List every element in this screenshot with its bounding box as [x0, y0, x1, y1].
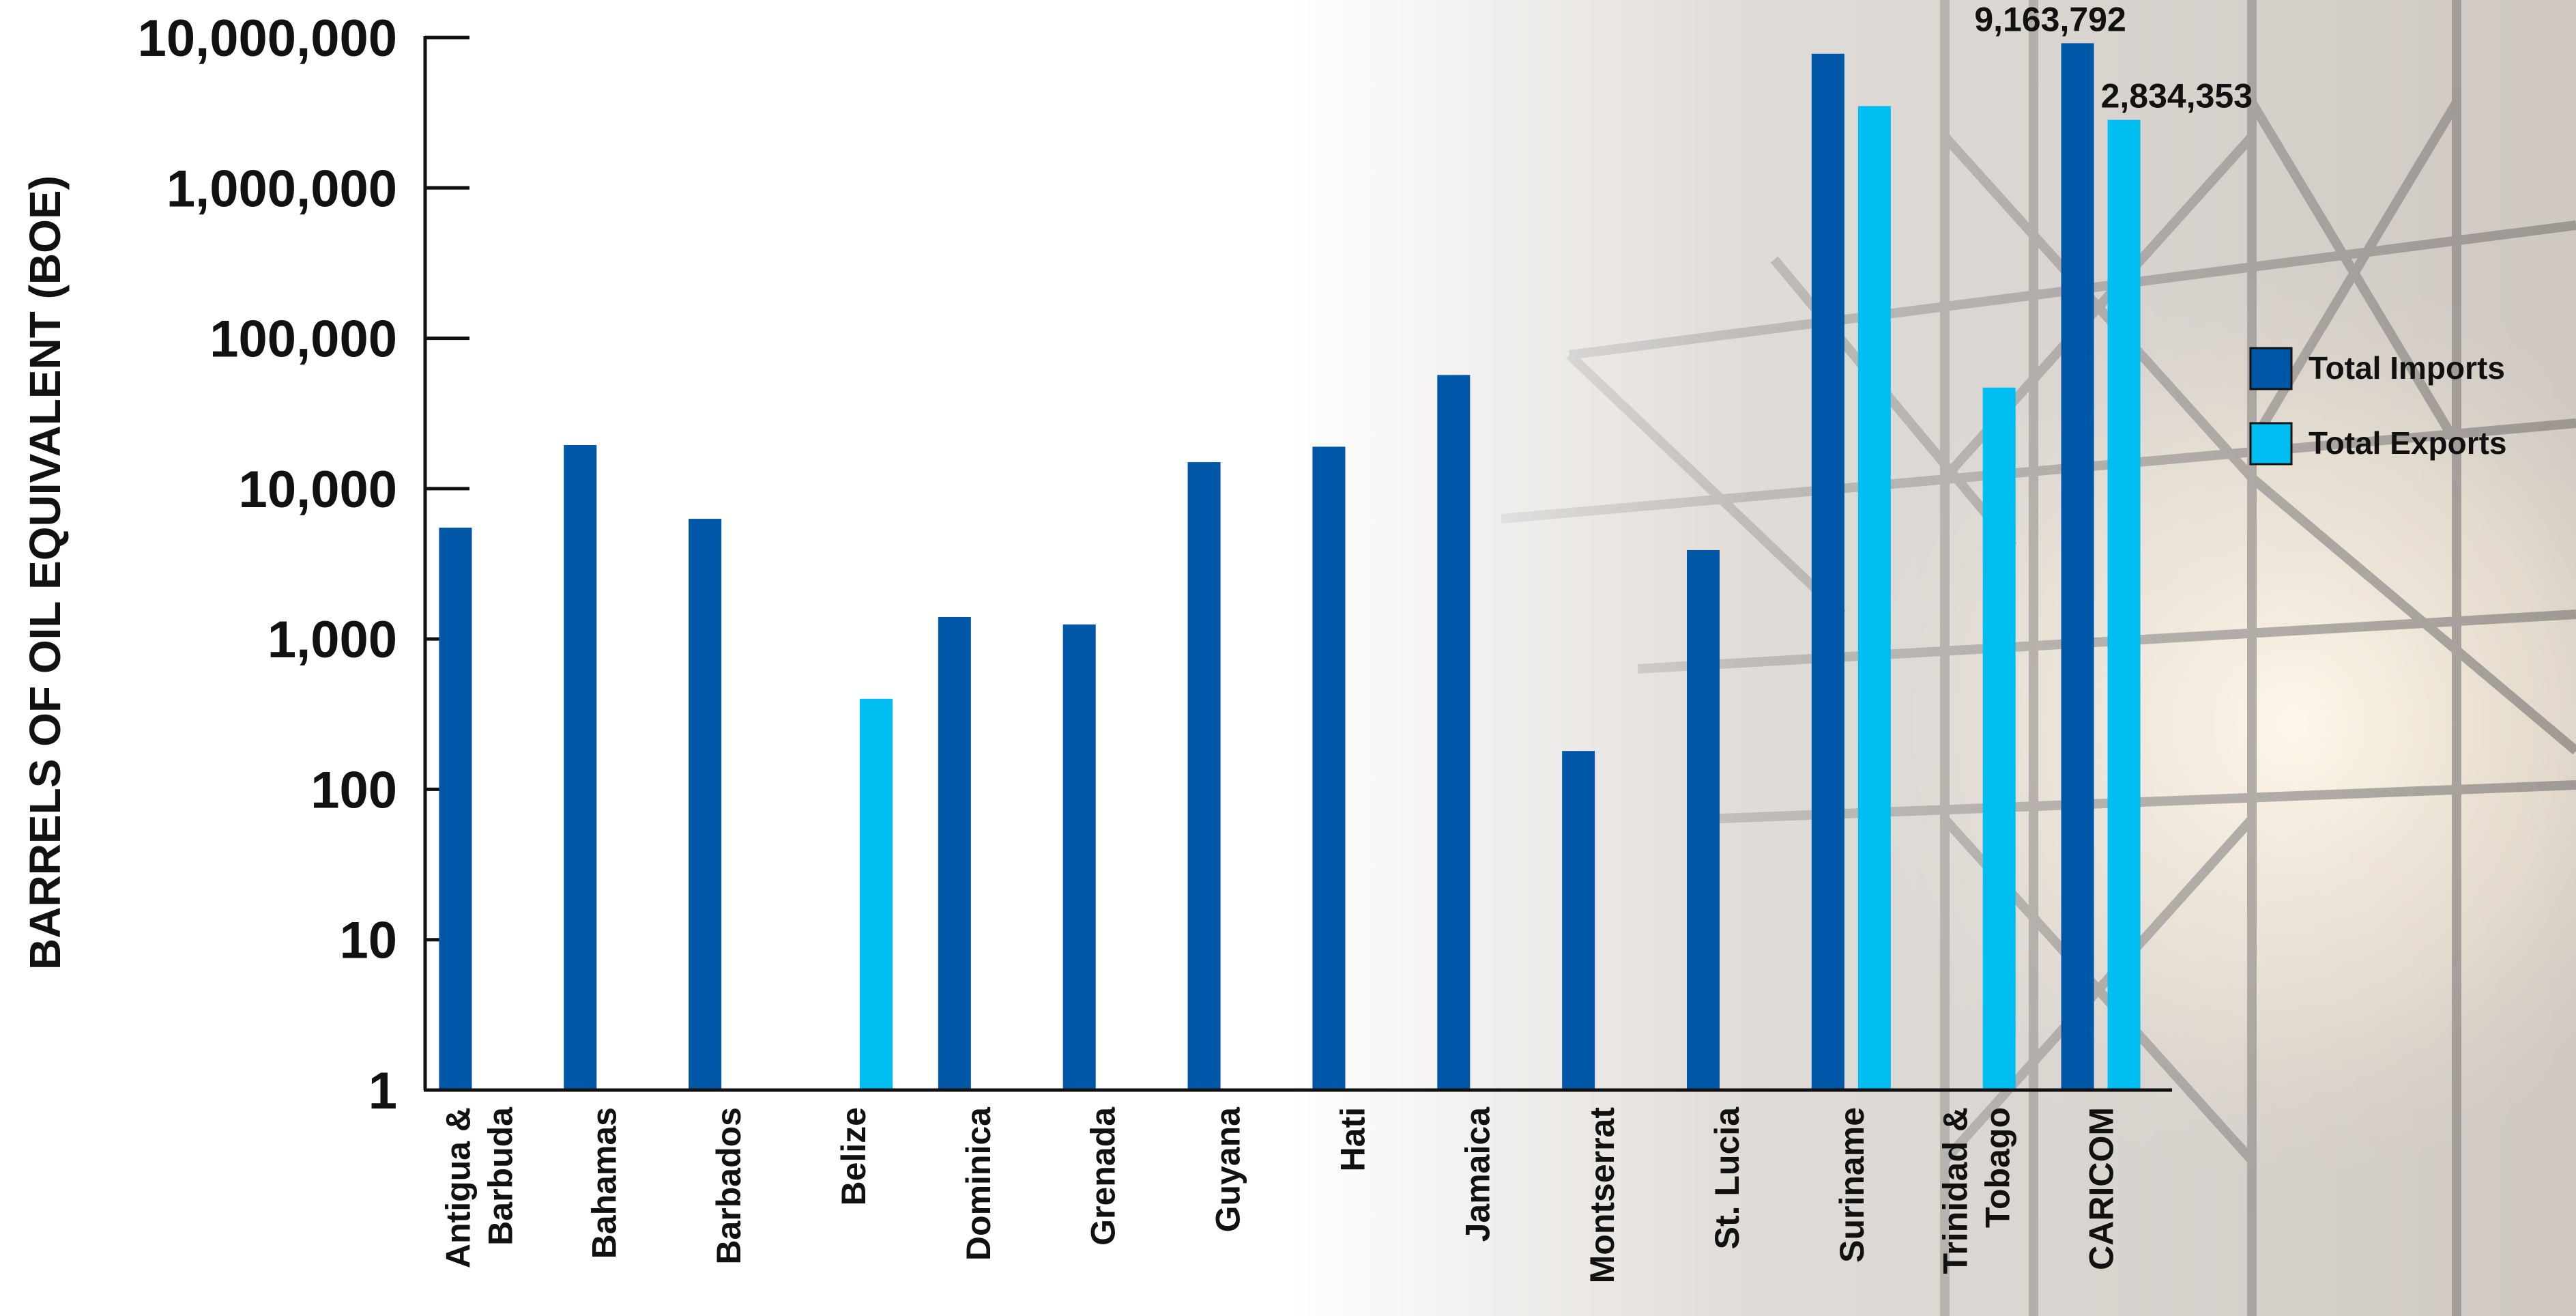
legend-swatch	[2249, 347, 2293, 390]
bar-imports	[1062, 624, 1096, 1090]
x-tick-label: Bahamas	[585, 1107, 623, 1259]
y-tick-label: 1,000	[267, 611, 397, 669]
x-tick-label: Montserrat	[1583, 1107, 1621, 1284]
x-tick-label: Tobago	[1979, 1107, 2017, 1228]
x-tick-label: Suriname	[1833, 1107, 1871, 1263]
legend: Total Imports Total Exports	[2249, 347, 2507, 466]
bar-exports	[1982, 387, 2016, 1090]
x-tick-label: St. Lucia	[1708, 1106, 1746, 1250]
x-axis: Antigua & Barbuda Bahamas Barbados Belize Dom…	[439, 1106, 2120, 1284]
bar-imports	[564, 444, 597, 1090]
legend-swatch	[2249, 422, 2293, 466]
bars-group	[439, 43, 2141, 1091]
bar-imports	[689, 519, 722, 1090]
x-tick-label: Dominica	[959, 1106, 998, 1261]
y-tick-label: 1	[368, 1062, 397, 1120]
y-tick-label: 100,000	[209, 311, 397, 369]
bar-imports	[938, 616, 971, 1090]
x-tick-label: Trinidad &	[1937, 1107, 1975, 1274]
bar-imports	[1312, 446, 1346, 1090]
y-tick-label: 10	[339, 912, 397, 970]
bar-exports	[2107, 119, 2141, 1090]
bar-imports	[1562, 751, 1595, 1090]
legend-label: Total Exports	[2309, 425, 2507, 461]
bar-exports	[860, 698, 893, 1090]
x-tick-label: Barbados	[710, 1107, 748, 1265]
bar-imports	[2061, 43, 2094, 1091]
x-tick-label: Grenada	[1084, 1106, 1123, 1246]
bar-imports	[1687, 549, 1720, 1090]
y-tick-label: 100	[310, 761, 397, 819]
x-tick-label: Barbuda	[481, 1106, 519, 1246]
bar-imports	[1437, 375, 1471, 1091]
x-tick-label: Antigua &	[439, 1107, 477, 1268]
x-tick-label: CARICOM	[2083, 1107, 2121, 1270]
data-label: 9,163,792	[1974, 0, 2126, 38]
y-tick-label: 10,000	[239, 461, 397, 519]
bar-imports	[1811, 53, 1844, 1090]
y-axis: 1 10 100 1,000 10,000 100,000 1,000,000 10,000,…	[138, 10, 469, 1120]
y-axis-title: BARRELS OF OIL EQUIVALENT (BOE)	[20, 175, 70, 970]
y-tick-label: 1,000,000	[167, 160, 397, 218]
bar-imports	[439, 528, 472, 1090]
y-tick-label: 10,000,000	[138, 10, 397, 68]
x-tick-label: Belize	[835, 1107, 873, 1206]
x-tick-label: Hati	[1333, 1107, 1372, 1171]
x-tick-label: Guyana	[1209, 1106, 1247, 1233]
legend-label: Total Imports	[2309, 350, 2505, 386]
bar-exports	[1857, 106, 1891, 1090]
bar-imports	[1187, 462, 1221, 1090]
data-label: 2,834,353	[2101, 77, 2253, 115]
data-labels-group: 9,163,792 2,834,353	[1974, 0, 2253, 115]
x-tick-label: Jamaica	[1458, 1106, 1496, 1242]
